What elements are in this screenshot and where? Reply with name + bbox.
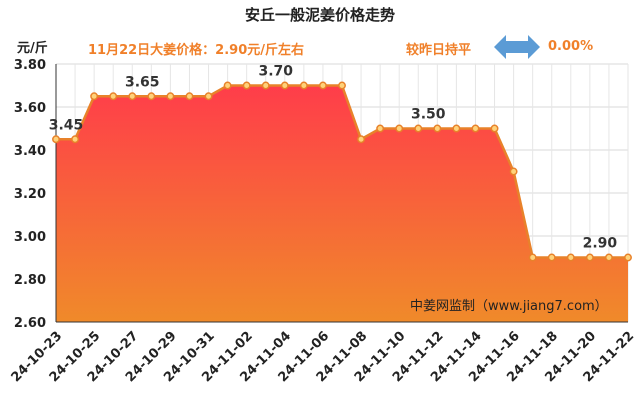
data-label: 3.45 — [49, 117, 84, 133]
data-point — [433, 124, 442, 133]
y-tick-labels: 2.60 2.80 3.00 3.20 3.40 3.60 3.80 — [14, 58, 46, 331]
data-point — [280, 81, 289, 90]
page-title: 安丘一般泥姜价格走势 — [244, 6, 395, 24]
data-point — [624, 253, 632, 262]
data-point — [490, 124, 499, 133]
data-point — [318, 81, 327, 90]
data-point — [299, 81, 308, 90]
data-point — [128, 92, 137, 101]
watermark: 中姜网监制（www.jiang7.com） — [410, 299, 608, 314]
data-label: 3.50 — [411, 107, 446, 123]
x-tick-labels: 24-10-2324-10-2524-10-2724-10-2924-10-31… — [9, 329, 638, 386]
data-label: 3.65 — [125, 74, 160, 90]
data-point — [223, 81, 232, 90]
data-point — [261, 81, 270, 90]
data-point — [414, 124, 423, 133]
unit-label: 元/斤 — [17, 41, 48, 56]
data-point — [90, 92, 99, 101]
y-tick-label: 2.80 — [14, 273, 46, 288]
data-labels: 3.45 3.65 3.70 3.50 2.90 — [49, 64, 618, 252]
y-tick-label: 3.00 — [14, 230, 46, 245]
data-point — [585, 253, 594, 262]
data-point — [52, 135, 60, 144]
data-label: 3.70 — [258, 64, 293, 80]
data-point — [566, 253, 575, 262]
data-point — [528, 253, 537, 262]
data-point — [471, 124, 480, 133]
data-point — [185, 92, 194, 101]
data-point — [204, 92, 213, 101]
data-point — [395, 124, 404, 133]
data-label: 2.90 — [583, 236, 618, 252]
change-label: 较昨日持平 — [406, 43, 472, 58]
data-point — [604, 253, 613, 262]
double-arrow-icon — [494, 35, 540, 59]
y-tick-label: 3.60 — [14, 101, 46, 116]
price-note: 11月22日大姜价格：2.90元/斤左右 — [88, 43, 305, 58]
data-point — [338, 81, 346, 90]
data-points — [52, 81, 632, 262]
data-point — [166, 92, 175, 101]
data-point — [547, 253, 556, 262]
data-point — [109, 92, 118, 101]
y-tick-label: 3.20 — [14, 187, 46, 202]
data-point — [242, 81, 251, 90]
y-tick-label: 3.80 — [14, 58, 46, 73]
y-tick-label: 2.60 — [14, 316, 46, 331]
data-point — [357, 135, 366, 144]
data-point — [71, 135, 80, 144]
data-point — [509, 167, 518, 176]
price-area — [56, 85, 628, 322]
change-value: 0.00% — [548, 39, 594, 54]
data-point — [376, 124, 385, 133]
data-point — [147, 92, 156, 101]
data-point — [452, 124, 461, 133]
axes — [55, 64, 628, 323]
y-tick-label: 3.40 — [14, 144, 46, 159]
